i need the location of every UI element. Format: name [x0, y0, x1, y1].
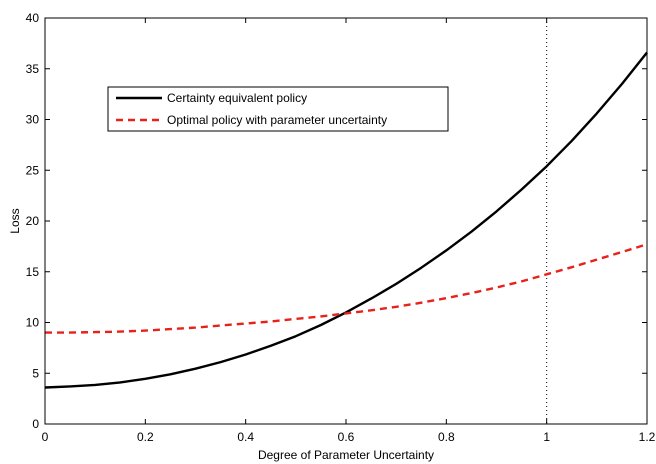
x-tick-label: 0.2	[137, 430, 154, 444]
series-line-optimal-policy	[45, 243, 648, 334]
x-tick-label: 0.4	[237, 430, 254, 444]
x-tick-label: 1	[543, 430, 550, 444]
legend: Certainty equivalent policy Optimal poli…	[107, 86, 449, 132]
y-tick-label: 5	[32, 366, 39, 380]
y-tick-label: 10	[26, 316, 40, 330]
x-tick-label: 0	[42, 430, 49, 444]
ticks-layer: 0 0.2 0.4 0.6 0.8 1 1.2 0 5 10 15 20 25 30 35 40	[26, 11, 656, 444]
legend-box	[107, 86, 449, 132]
y-tick-label: 25	[26, 163, 40, 177]
y-tick-label: 40	[26, 11, 40, 25]
x-tick-label: 1.2	[639, 430, 656, 444]
x-tick-label: 0.6	[338, 430, 355, 444]
x-tick-label: 0.8	[438, 430, 455, 444]
y-tick-label: 15	[26, 265, 40, 279]
legend-label-certainty-equivalent: Certainty equivalent policy	[167, 91, 307, 105]
legend-label-optimal-policy: Optimal policy with parameter uncertaint…	[167, 113, 387, 127]
y-tick-label: 20	[26, 214, 40, 228]
y-tick-label: 30	[26, 113, 40, 127]
y-tick-label: 0	[32, 417, 39, 431]
x-axis-label: Degree of Parameter Uncertainty	[258, 448, 434, 462]
series-layer	[44, 51, 648, 389]
y-tick-label: 35	[26, 62, 40, 76]
plot-background	[45, 18, 647, 424]
y-axis-label: Loss	[8, 208, 22, 233]
